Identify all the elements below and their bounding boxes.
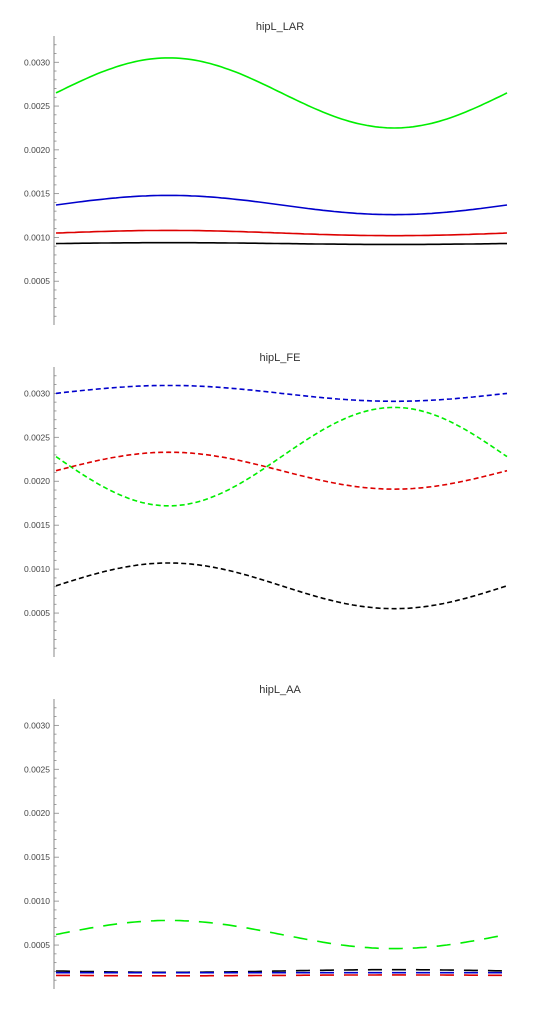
chart-title: hipL_LAR <box>256 21 304 33</box>
plot-area <box>55 919 508 977</box>
y-tick-label: 0.0030 <box>24 388 50 398</box>
chart-panel-hipL_LAR: hipL_LAR 0.00050.00100.00150.00200.00250… <box>24 21 508 325</box>
series-line <box>55 451 508 491</box>
series-line <box>55 229 508 237</box>
series-line <box>55 919 508 950</box>
chart-title: hipL_AA <box>259 684 301 696</box>
series-line <box>55 57 508 129</box>
series-line <box>55 406 508 507</box>
y-tick-label: 0.0020 <box>24 145 50 155</box>
y-tick-label: 0.0005 <box>24 608 50 618</box>
plot-area <box>55 384 508 610</box>
plot-area <box>55 57 508 246</box>
y-tick-label: 0.0015 <box>24 852 50 862</box>
y-tick-label: 0.0010 <box>24 232 50 242</box>
y-axis: 0.0005 0.0010 0.0015 0.0020 0.0025 0.0030 <box>24 36 59 325</box>
series-line <box>55 241 507 246</box>
y-tick-label: 0.0030 <box>24 57 50 67</box>
y-tick-label: 0.0005 <box>24 940 50 950</box>
chart-title: hipL_FE <box>260 352 301 364</box>
y-tick-label: 0.0020 <box>24 476 50 486</box>
y-axis: 0.0005 0.0010 0.0015 0.0020 0.0025 0.0030 <box>24 699 59 989</box>
y-tick-label: 0.0010 <box>24 564 50 574</box>
series-line <box>55 562 508 610</box>
y-tick-label: 0.0030 <box>24 720 50 730</box>
y-tick-label: 0.0025 <box>24 101 50 111</box>
series-line <box>55 384 508 403</box>
y-axis: 0.0005 0.0010 0.0015 0.0020 0.0025 0.0030 <box>24 367 59 657</box>
y-tick-label: 0.0015 <box>24 189 50 199</box>
y-tick-label: 0.0015 <box>24 520 50 530</box>
y-tick-label: 0.0010 <box>24 896 50 906</box>
y-tick-label: 0.0025 <box>24 764 50 774</box>
y-tick-label: 0.0025 <box>24 432 50 442</box>
y-tick-label: 0.0005 <box>24 276 50 286</box>
series-line <box>55 194 508 216</box>
chart-panel-hipL_FE: hipL_FE 0.00050.00100.00150.00200.00250.… <box>24 352 508 657</box>
series-line <box>56 974 507 977</box>
y-tick-label: 0.0020 <box>24 808 50 818</box>
chart-panel-hipL_AA: hipL_AA 0.00050.00100.00150.00200.00250.… <box>24 684 508 989</box>
